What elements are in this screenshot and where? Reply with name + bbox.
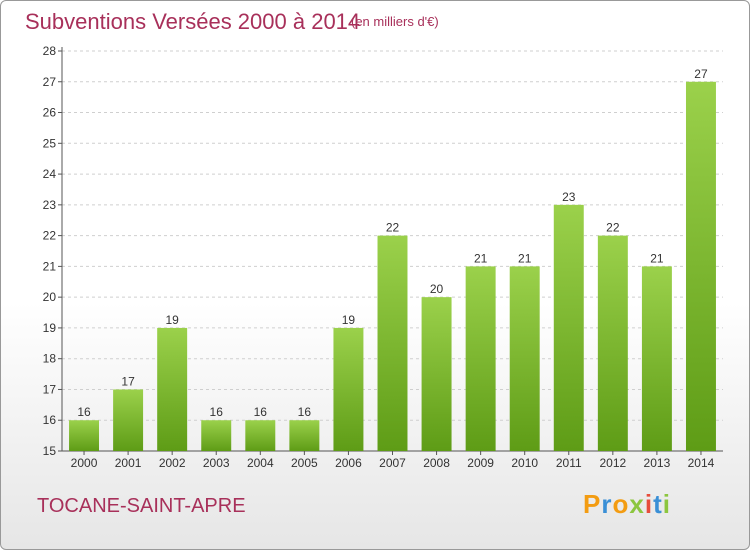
x-tick-label: 2011 <box>556 456 582 470</box>
logo-letter: i <box>644 489 654 519</box>
y-tick-label: 15 <box>43 444 57 458</box>
x-tick-label: 2012 <box>599 456 626 470</box>
bar-2003 <box>201 420 232 451</box>
x-tick-label: 2007 <box>379 456 406 470</box>
bar-2009 <box>465 266 496 451</box>
bar-2001 <box>113 389 144 451</box>
y-tick-label: 24 <box>43 167 57 181</box>
bar-2014 <box>685 81 716 452</box>
x-tick-label: 2008 <box>423 456 450 470</box>
logo-letter: r <box>601 489 613 519</box>
logo-letter: t <box>653 489 663 519</box>
bar-2000 <box>69 420 100 451</box>
value-label: 22 <box>386 221 400 235</box>
logo-letter: P <box>583 489 602 519</box>
bar-2007 <box>377 235 408 451</box>
bar-2006 <box>333 327 364 451</box>
proxiti-logo: Proxiti <box>583 489 671 520</box>
bar-2005 <box>289 420 320 451</box>
value-label: 27 <box>694 67 708 81</box>
logo-letter: x <box>629 489 645 519</box>
y-tick-label: 22 <box>43 229 57 243</box>
location-name: TOCANE-SAINT-APRE <box>37 495 246 517</box>
bar-2011 <box>553 204 584 451</box>
x-tick-label: 2013 <box>644 456 671 470</box>
chart-title: Subventions Versées 2000 à 2014 <box>25 9 361 34</box>
chart-subtitle: (en milliers d'€) <box>351 14 439 29</box>
value-label: 17 <box>121 374 135 388</box>
bar-2004 <box>245 420 276 451</box>
value-label: 16 <box>298 405 312 419</box>
y-tick-label: 16 <box>43 413 57 427</box>
value-label: 23 <box>562 190 576 204</box>
y-tick-label: 21 <box>43 259 57 273</box>
x-tick-label: 2006 <box>335 456 362 470</box>
x-tick-label: 2000 <box>71 456 98 470</box>
x-tick-label: 2002 <box>159 456 186 470</box>
x-tick-label: 2014 <box>688 456 715 470</box>
y-tick-label: 27 <box>43 75 57 89</box>
y-tick-label: 20 <box>43 290 57 304</box>
y-tick-label: 18 <box>43 352 57 366</box>
value-label: 19 <box>342 313 356 327</box>
x-tick-label: 2001 <box>115 456 142 470</box>
y-tick-label: 25 <box>43 136 57 150</box>
bars <box>69 81 716 452</box>
y-tick-label: 28 <box>43 44 57 58</box>
value-label: 20 <box>430 282 444 296</box>
bar-2008 <box>421 297 452 451</box>
labels: 2000 16 2001 17 2002 19 2003 16 2004 16 2005 16 2006… <box>71 67 715 470</box>
bar-2013 <box>641 266 672 451</box>
value-label: 16 <box>210 405 224 419</box>
x-tick-label: 2010 <box>511 456 538 470</box>
value-label: 21 <box>650 251 664 265</box>
x-tick-label: 2005 <box>291 456 318 470</box>
y-tick-label: 17 <box>43 382 57 396</box>
y-tick-label: 19 <box>43 321 57 335</box>
bar-2012 <box>597 235 628 451</box>
value-label: 16 <box>254 405 268 419</box>
bar-2002 <box>157 327 188 451</box>
y-tick-label: 23 <box>43 198 57 212</box>
value-label: 22 <box>606 221 620 235</box>
bar-2010 <box>509 266 540 451</box>
logo-letter: i <box>662 489 671 519</box>
x-tick-label: 2009 <box>467 456 494 470</box>
value-label: 21 <box>474 251 488 265</box>
logo-letter: o <box>612 489 630 519</box>
value-label: 21 <box>518 251 532 265</box>
x-tick-label: 2004 <box>247 456 274 470</box>
value-label: 19 <box>165 313 179 327</box>
y-tick-label: 26 <box>43 106 57 120</box>
value-label: 16 <box>77 405 91 419</box>
x-tick-label: 2003 <box>203 456 230 470</box>
